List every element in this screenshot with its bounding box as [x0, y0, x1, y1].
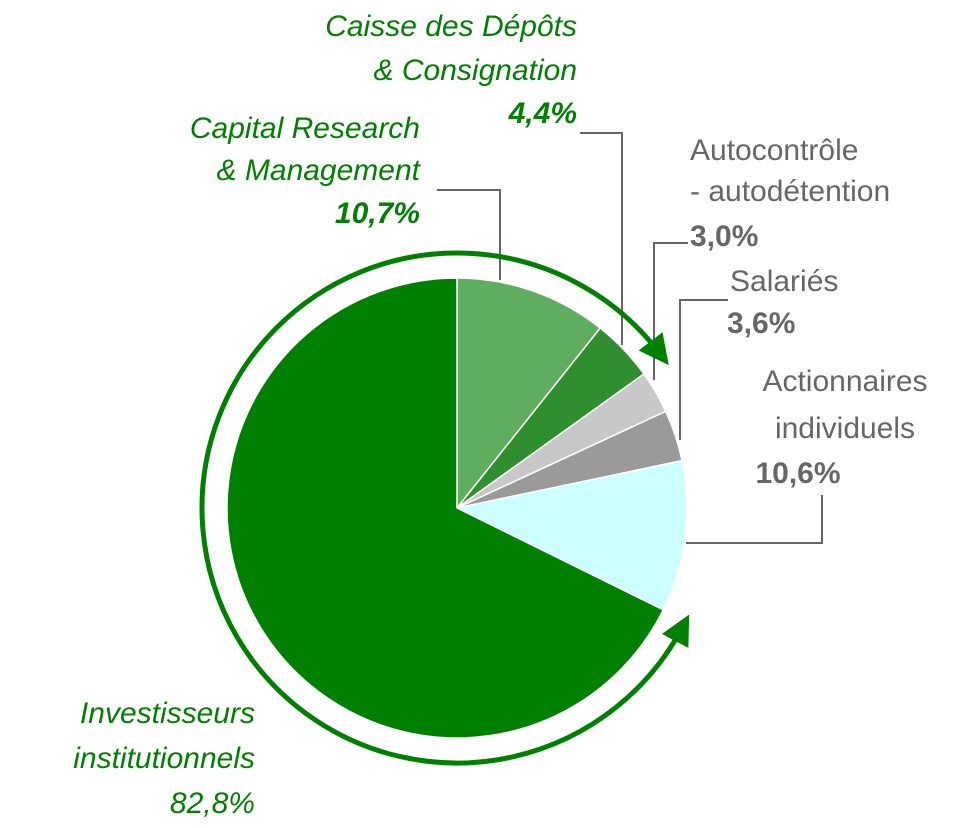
leader-line [580, 132, 623, 345]
slice-label: Autocontrôle [690, 134, 858, 167]
value-label: 3,0% [690, 220, 758, 253]
leader-line [437, 189, 501, 280]
slice-label: Actionnaires [762, 365, 927, 398]
annotation-arrow [199, 250, 690, 766]
leader-line [679, 299, 728, 440]
slice-label: & Consignation [374, 54, 577, 87]
value-label: 10,6% [755, 457, 840, 490]
value-label: 3,6% [727, 307, 795, 340]
slice-label: Capital Research [190, 112, 420, 145]
slice-label: & Management [217, 154, 422, 187]
slice-label: Caisse des Dépôts [325, 10, 577, 43]
pie-slice [456, 277, 602, 511]
annotation-label: institutionnels [73, 742, 255, 775]
leader-line [686, 495, 823, 544]
leader-line [653, 242, 688, 380]
slice-label: Salariés [730, 265, 838, 298]
annotation-value: 82,8% [170, 787, 255, 820]
slice-label: individuels [775, 412, 915, 445]
value-label: 4,4% [508, 97, 577, 130]
slice-label: - autodétention [690, 175, 890, 208]
pie-slice [226, 277, 665, 739]
value-label: 10,7% [335, 197, 420, 230]
annotation-label: Investisseurs [80, 697, 255, 730]
